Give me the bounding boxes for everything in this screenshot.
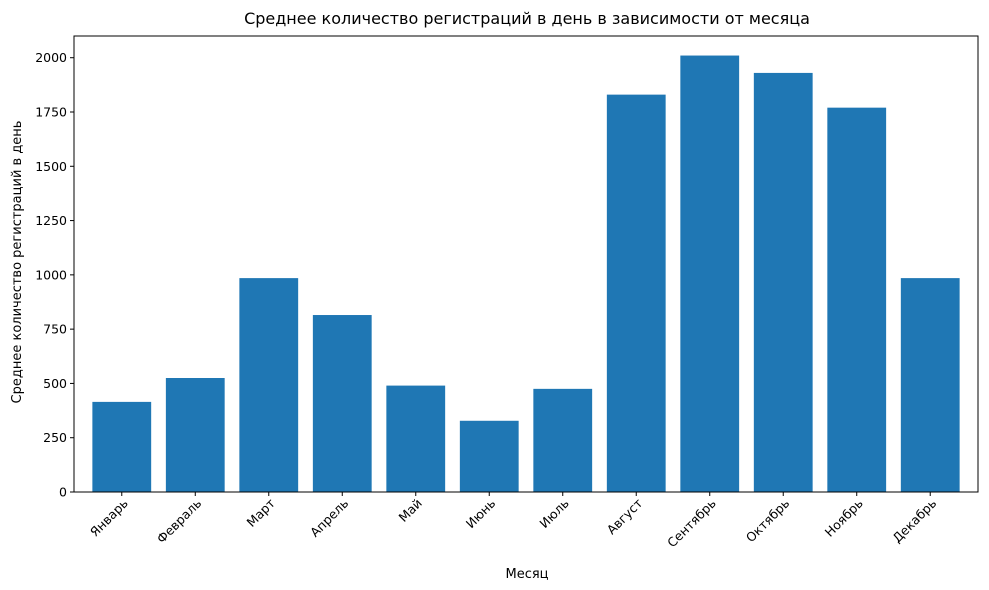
x-tick-label: Февраль (154, 496, 205, 547)
bar-1 (92, 401, 152, 492)
x-tick-label: Январь (87, 496, 131, 540)
bar-3 (239, 278, 299, 492)
bar-2 (165, 378, 225, 492)
x-tick-label: Июнь (463, 496, 499, 532)
y-axis-label: Среднее количество регистраций в день (10, 121, 25, 404)
x-tick-label: Сентябрь (664, 496, 719, 551)
x-axis: Январь Февраль Март Апрель Май Июнь Июль Август… (87, 492, 939, 550)
bar-12 (900, 278, 960, 492)
y-tick-label: 500 (43, 376, 67, 391)
y-tick-label: 1750 (35, 105, 67, 120)
y-tick-label: 1250 (35, 213, 67, 228)
y-tick-label: 1000 (35, 267, 67, 282)
x-tick-label: Март (243, 496, 277, 530)
bar-7 (533, 388, 593, 492)
bars-group (92, 55, 960, 493)
bar-9 (680, 55, 740, 493)
y-tick-label: 0 (59, 485, 67, 500)
bar-8 (606, 94, 666, 492)
bar-10 (753, 72, 813, 493)
x-axis-label: Месяц (505, 567, 548, 582)
x-tick-label: Май (395, 496, 424, 525)
y-tick-label: 750 (43, 322, 67, 337)
x-tick-label: Декабрь (889, 496, 939, 546)
x-tick-label: Август (604, 496, 646, 538)
bar-6 (459, 420, 519, 492)
y-tick-label: 1500 (35, 159, 67, 174)
y-tick-label: 2000 (35, 50, 67, 65)
x-tick-label: Октябрь (743, 496, 793, 546)
x-tick-label: Ноябрь (822, 496, 866, 540)
y-axis: 0 250 500 750 1000 1250 1500 1750 2000 (35, 50, 74, 500)
x-tick-label: Апрель (307, 496, 351, 540)
chart-title: Среднее количество регистраций в день в … (244, 9, 810, 28)
bar-11 (827, 107, 887, 493)
y-tick-label: 250 (43, 430, 67, 445)
plot-frame (73, 35, 979, 493)
bar-4 (312, 315, 372, 492)
x-tick-label: Июль (536, 496, 572, 532)
bar-5 (386, 385, 446, 492)
